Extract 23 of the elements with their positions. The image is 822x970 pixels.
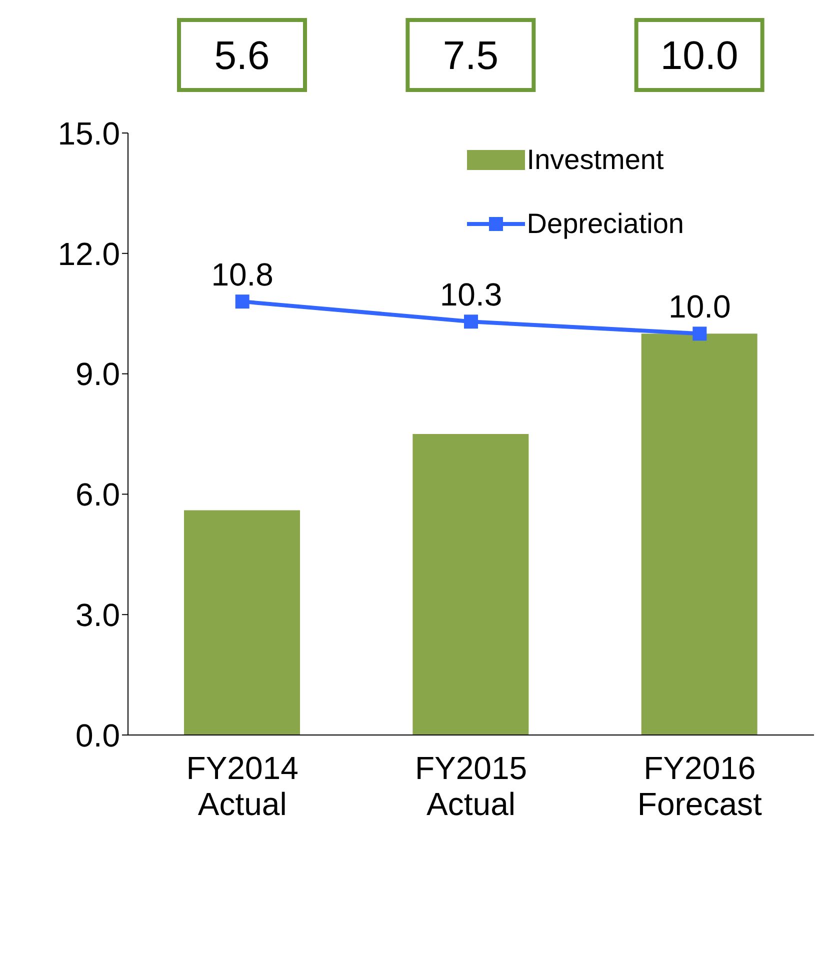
data-label: 7.5 [442, 34, 498, 78]
legend-label: Investment [526, 144, 664, 176]
x-tick-label: FY2014 Actual [186, 750, 298, 822]
point [235, 294, 250, 309]
x-tick-label: FY2015 Actual [414, 750, 528, 822]
data-label: 10.0 [660, 34, 738, 78]
legend-label: Depreciation [526, 208, 684, 240]
y-tick-label: 0.0 [76, 717, 120, 754]
point [464, 314, 478, 329]
y-tick-label: 15.0 [58, 115, 120, 152]
x-tick-label: FY2016 Forecast [637, 750, 762, 822]
data-label: 10.0 [668, 288, 731, 325]
y-tick-label: 9.0 [76, 356, 120, 392]
bar [641, 334, 758, 735]
data-label: 5.6 [214, 34, 270, 78]
data-label: 10.8 [211, 256, 274, 293]
data-label: 10.3 [440, 276, 502, 313]
point [692, 326, 707, 341]
bar [184, 510, 300, 735]
y-tick-label: 6.0 [76, 476, 120, 513]
y-tick-label: 3.0 [76, 596, 120, 633]
bar [412, 434, 529, 735]
y-tick-label: 12.0 [58, 236, 120, 272]
